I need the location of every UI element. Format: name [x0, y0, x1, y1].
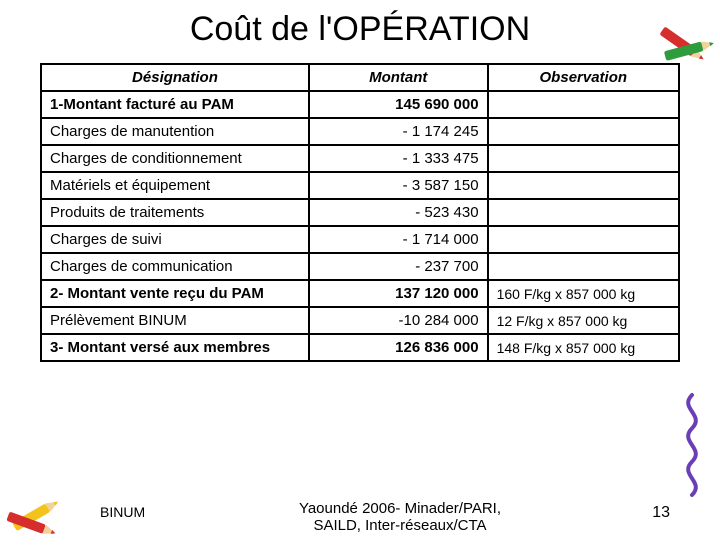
cell-montant: - 237 700 [309, 253, 488, 280]
footer-center: Yaoundé 2006- Minader/PARI, SAILD, Inter… [120, 500, 680, 534]
cell-montant: - 1 714 000 [309, 226, 488, 253]
footer: Yaoundé 2006- Minader/PARI, SAILD, Inter… [0, 500, 720, 534]
cell-observation: 12 F/kg x 857 000 kg [488, 307, 679, 334]
table-row: 1-Montant facturé au PAM145 690 000 [41, 91, 679, 118]
cell-designation: Produits de traitements [41, 199, 309, 226]
table-container: Désignation Montant Observation 1-Montan… [0, 63, 720, 362]
table-row: Charges de communication- 237 700 [41, 253, 679, 280]
table-row: 3- Montant versé aux membres126 836 0001… [41, 334, 679, 361]
cell-observation [488, 172, 679, 199]
table-row: 2- Montant vente reçu du PAM137 120 0001… [41, 280, 679, 307]
cell-montant: 137 120 000 [309, 280, 488, 307]
page-title: Coût de l'OPÉRATION [0, 10, 720, 49]
col-montant: Montant [309, 64, 488, 91]
cell-montant: -10 284 000 [309, 307, 488, 334]
col-designation: Désignation [41, 64, 309, 91]
cell-montant: - 1 174 245 [309, 118, 488, 145]
table-row: Charges de suivi- 1 714 000 [41, 226, 679, 253]
table-row: Produits de traitements- 523 430 [41, 199, 679, 226]
cell-montant: 145 690 000 [309, 91, 488, 118]
crayon-decor-top-right [644, 8, 714, 78]
table-row: Charges de manutention- 1 174 245 [41, 118, 679, 145]
cell-designation: 1-Montant facturé au PAM [41, 91, 309, 118]
cell-montant: - 523 430 [309, 199, 488, 226]
table-header-row: Désignation Montant Observation [41, 64, 679, 91]
cell-montant: - 1 333 475 [309, 145, 488, 172]
footer-line2: SAILD, Inter-réseaux/CTA [120, 517, 680, 534]
cell-montant: 126 836 000 [309, 334, 488, 361]
cell-designation: Charges de manutention [41, 118, 309, 145]
cell-observation [488, 199, 679, 226]
cell-designation: Charges de suivi [41, 226, 309, 253]
cell-designation: Prélèvement BINUM [41, 307, 309, 334]
squiggle-decor-right [672, 380, 712, 510]
cell-montant: - 3 587 150 [309, 172, 488, 199]
cell-observation [488, 226, 679, 253]
cost-table: Désignation Montant Observation 1-Montan… [40, 63, 680, 362]
cell-designation: Matériels et équipement [41, 172, 309, 199]
cell-observation: 160 F/kg x 857 000 kg [488, 280, 679, 307]
cell-observation [488, 118, 679, 145]
cell-designation: 2- Montant vente reçu du PAM [41, 280, 309, 307]
cell-observation [488, 91, 679, 118]
cell-observation [488, 253, 679, 280]
cell-observation [488, 145, 679, 172]
cell-designation: Charges de conditionnement [41, 145, 309, 172]
slide-number: 13 [652, 504, 670, 522]
table-row: Charges de conditionnement- 1 333 475 [41, 145, 679, 172]
footer-line1: Yaoundé 2006- Minader/PARI, [120, 500, 680, 517]
cell-designation: Charges de communication [41, 253, 309, 280]
table-row: Prélèvement BINUM-10 284 00012 F/kg x 85… [41, 307, 679, 334]
cell-observation: 148 F/kg x 857 000 kg [488, 334, 679, 361]
table-row: Matériels et équipement- 3 587 150 [41, 172, 679, 199]
cell-designation: 3- Montant versé aux membres [41, 334, 309, 361]
